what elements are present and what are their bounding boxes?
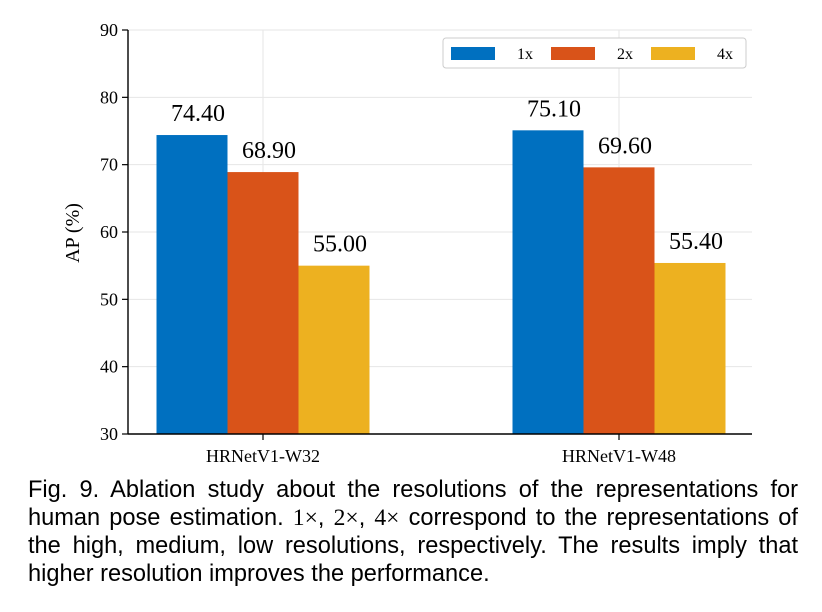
caption-math-1x: 1× (292, 505, 318, 531)
legend-label-2x: 2x (617, 46, 633, 63)
y-tick-label: 40 (100, 357, 118, 377)
y-axis-label: AP (%) (62, 203, 84, 263)
caption-comma-1: , (317, 505, 334, 531)
bar-chart: 30 40 50 60 70 80 90 HRNetV1-W32 HRNetV1-W48 74.… (62, 20, 752, 466)
x-tick-label: HRNetV1-W32 (206, 446, 320, 466)
bar-2x-HRNetV1-W32 (227, 172, 299, 434)
data-labels-layer: 74.40 68.90 55.00 75.10 69.60 55.40 (171, 96, 723, 257)
y-tick-label: 60 (100, 222, 118, 242)
bar-4x-HRNetV1-W48 (654, 262, 726, 434)
legend-label-4x: 4x (717, 46, 733, 63)
legend-swatch-1x (451, 47, 495, 60)
figure-caption: Fig. 9. Ablation study about the resolut… (28, 476, 798, 588)
legend: 1x 2x 4x (442, 37, 747, 69)
chart-area: 30 40 50 60 70 80 90 HRNetV1-W32 HRNetV1-W48 74.… (62, 20, 752, 466)
caption-text-end: correspond to the representations of the… (28, 505, 798, 587)
y-tick-label: 30 (100, 424, 118, 444)
legend-label-1x: 1x (517, 46, 533, 63)
caption-math-2x: 2× (333, 505, 359, 531)
bar-1x-HRNetV1-W48 (512, 130, 584, 434)
data-label: 55.40 (669, 229, 723, 255)
data-label: 69.60 (598, 133, 652, 159)
data-label: 74.40 (171, 101, 225, 127)
data-label: 68.90 (242, 138, 296, 164)
caption-text-start: Fig. 9. Ablation study about the resolut… (28, 477, 798, 531)
legend-swatch-4x (651, 47, 695, 60)
y-tick-label: 50 (100, 289, 118, 309)
x-tick-label: HRNetV1-W48 (562, 446, 676, 466)
bars-layer (156, 130, 726, 435)
axes-layer: 30 40 50 60 70 80 90 HRNetV1-W32 HRNetV1-W48 (100, 20, 752, 466)
y-tick-label: 90 (100, 20, 118, 40)
data-label: 75.10 (527, 96, 581, 122)
y-tick-label: 70 (100, 155, 118, 175)
caption-math-4x: 4× (374, 505, 400, 531)
bar-2x-HRNetV1-W48 (583, 167, 655, 435)
bar-1x-HRNetV1-W32 (156, 135, 228, 435)
data-label: 55.00 (313, 232, 367, 258)
bar-4x-HRNetV1-W32 (298, 265, 370, 434)
caption-comma-2: , (358, 505, 375, 531)
legend-swatch-2x (551, 47, 595, 60)
y-tick-label: 80 (100, 87, 118, 107)
